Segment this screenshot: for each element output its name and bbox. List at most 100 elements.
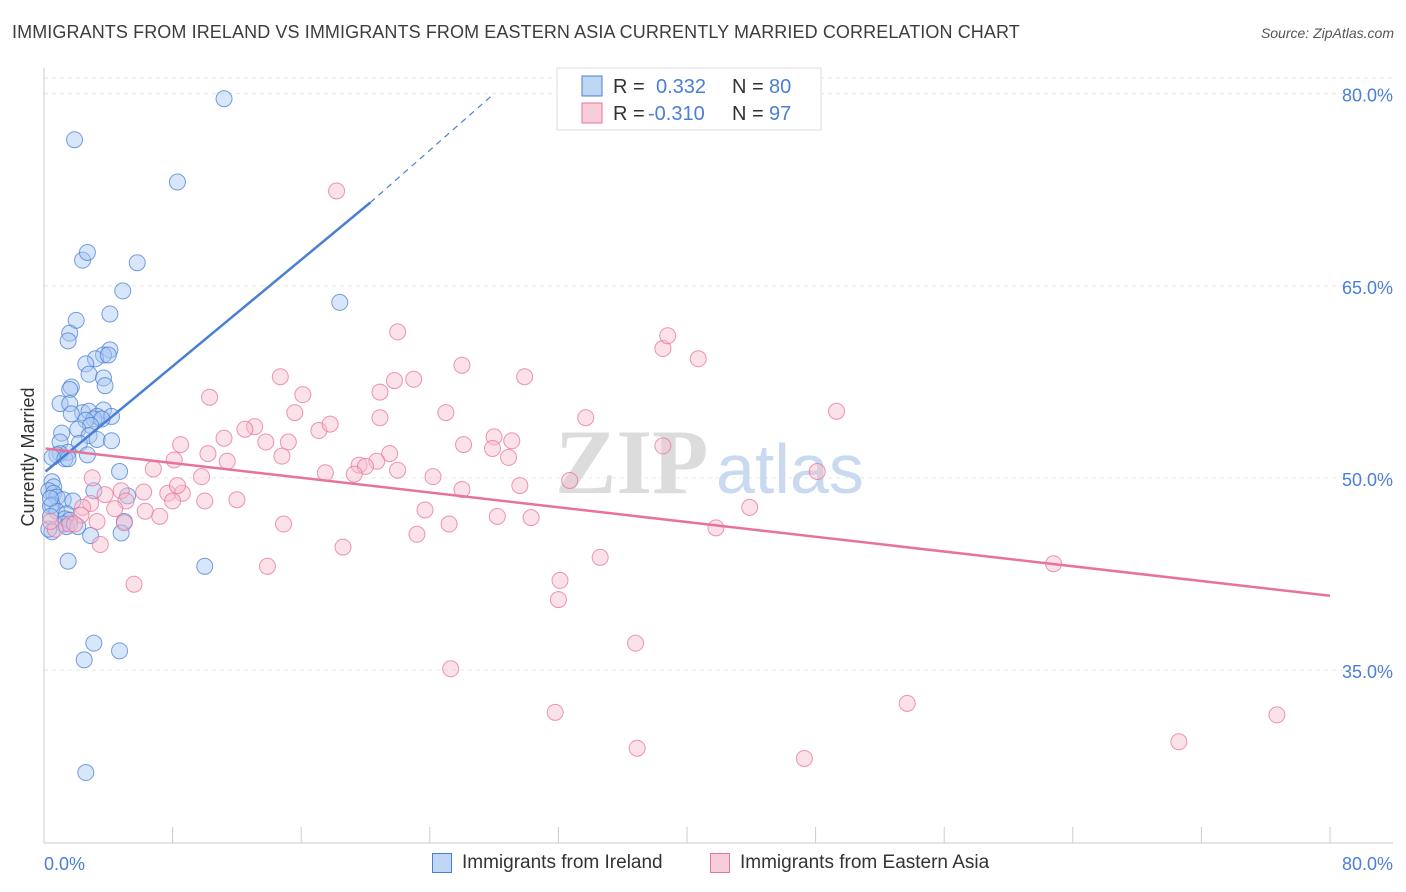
legend-n-label-2: N = xyxy=(732,103,764,125)
eastern-asia-point xyxy=(1170,733,1188,751)
eastern-asia-point xyxy=(279,433,297,451)
eastern-asia-point xyxy=(654,340,672,358)
ireland-point xyxy=(41,489,59,507)
eastern-asia-point xyxy=(424,468,442,486)
ireland-point xyxy=(196,557,214,575)
eastern-asia-point xyxy=(659,327,677,345)
y-tick-label: 35.0% xyxy=(1342,662,1393,682)
source-credit: Source: ZipAtlas.com xyxy=(1260,25,1394,41)
ireland-point xyxy=(94,346,112,364)
eastern-asia-point xyxy=(591,548,609,566)
eastern-asia-point xyxy=(827,402,845,420)
eastern-asia-point xyxy=(215,429,233,447)
ireland-point xyxy=(59,332,77,350)
eastern-asia-point xyxy=(88,512,106,530)
eastern-asia-point xyxy=(96,486,114,504)
eastern-asia-legend-label: Immigrants from Eastern Asia xyxy=(740,852,990,873)
ireland-point xyxy=(78,243,96,261)
eastern-asia-point xyxy=(345,465,363,483)
eastern-asia-point xyxy=(218,452,236,470)
eastern-asia-point xyxy=(522,509,540,527)
eastern-asia-point xyxy=(257,433,275,451)
legend-r-label-1: R = xyxy=(613,76,645,98)
eastern-asia-point xyxy=(172,436,190,454)
eastern-asia-point xyxy=(516,368,534,386)
eastern-asia-point xyxy=(1268,706,1286,724)
ireland-point xyxy=(62,405,80,423)
eastern-asia-point xyxy=(144,460,162,478)
eastern-asia-point xyxy=(151,507,169,525)
eastern-asia-point xyxy=(168,477,186,495)
eastern-asia-point xyxy=(503,432,521,450)
eastern-asia-point xyxy=(72,506,90,524)
eastern-asia-point xyxy=(83,469,101,487)
ireland-point xyxy=(114,282,132,300)
legend-n-value-1: 80 xyxy=(769,76,791,98)
chart-title: IMMIGRANTS FROM IRELAND VS IMMIGRANTS FR… xyxy=(12,22,1020,42)
eastern-asia-point xyxy=(125,575,143,593)
legend-item-eastern-asia[interactable]: Immigrants from Eastern Asia xyxy=(710,852,989,874)
ireland-trend-extension xyxy=(369,93,495,203)
eastern-asia-swatch xyxy=(710,853,730,873)
eastern-asia-point xyxy=(91,536,109,554)
legend-n-value-2: 97 xyxy=(769,103,791,125)
eastern-asia-point xyxy=(440,515,458,533)
eastern-asia-point xyxy=(707,519,725,537)
eastern-asia-point xyxy=(273,447,291,465)
eastern-asia-point xyxy=(381,445,399,463)
tick-labels: 35.0% 50.0% 65.0% 80.0% 0.0% 80.0% xyxy=(44,86,1393,874)
eastern-asia-point xyxy=(455,436,473,454)
eastern-asia-point xyxy=(258,557,276,575)
legend-swatch-blue xyxy=(581,75,603,97)
ireland-trend-line xyxy=(44,201,372,473)
ireland-point xyxy=(112,524,130,542)
gridlines xyxy=(44,77,1393,671)
legend-r-label-2: R = xyxy=(613,103,645,125)
eastern-asia-point xyxy=(66,515,84,533)
eastern-asia-point xyxy=(196,492,214,510)
eastern-asia-point xyxy=(654,437,672,455)
eastern-asia-point xyxy=(350,456,368,474)
eastern-asia-point xyxy=(453,356,471,374)
eastern-asia-point xyxy=(164,492,182,510)
eastern-asia-point xyxy=(236,420,254,438)
eastern-asia-point xyxy=(442,660,460,678)
eastern-asia-point xyxy=(321,415,339,433)
y-axis-label: Currently Married xyxy=(18,387,38,526)
eastern-asia-point xyxy=(41,512,59,530)
eastern-asia-point xyxy=(135,483,153,501)
ireland-point xyxy=(41,507,59,525)
eastern-asia-point xyxy=(316,464,334,482)
ireland-point xyxy=(85,482,103,500)
eastern-asia-point xyxy=(328,182,346,200)
eastern-asia-point xyxy=(577,409,595,427)
legend-r-value-2: -0.310 xyxy=(648,103,705,125)
ireland-point xyxy=(168,173,186,191)
eastern-asia-point xyxy=(546,703,564,721)
eastern-asia-point xyxy=(408,525,426,543)
eastern-asia-point xyxy=(416,501,434,519)
eastern-asia-point xyxy=(488,507,506,525)
y-tick-label: 80.0% xyxy=(1342,86,1393,106)
ireland-point xyxy=(53,424,71,442)
eastern-asia-point xyxy=(112,482,130,500)
ireland-point xyxy=(111,642,129,660)
legend-r-value-1: 0.332 xyxy=(656,76,706,98)
eastern-asia-point xyxy=(199,445,217,463)
eastern-asia-point xyxy=(106,500,124,518)
trend-lines xyxy=(44,93,1331,598)
eastern-asia-point xyxy=(741,498,759,516)
eastern-asia-point xyxy=(275,515,293,533)
eastern-asia-point xyxy=(294,386,312,404)
ireland-point xyxy=(80,365,98,383)
legend-item-ireland[interactable]: Immigrants from Ireland xyxy=(432,852,663,874)
ireland-point xyxy=(215,90,233,108)
eastern-asia-point xyxy=(385,372,403,390)
eastern-asia-point xyxy=(371,409,389,427)
ireland-point xyxy=(77,764,95,782)
eastern-asia-point xyxy=(628,739,646,757)
eastern-asia-point xyxy=(271,368,289,386)
ireland-point xyxy=(128,254,146,272)
eastern-asia-point xyxy=(389,323,407,341)
